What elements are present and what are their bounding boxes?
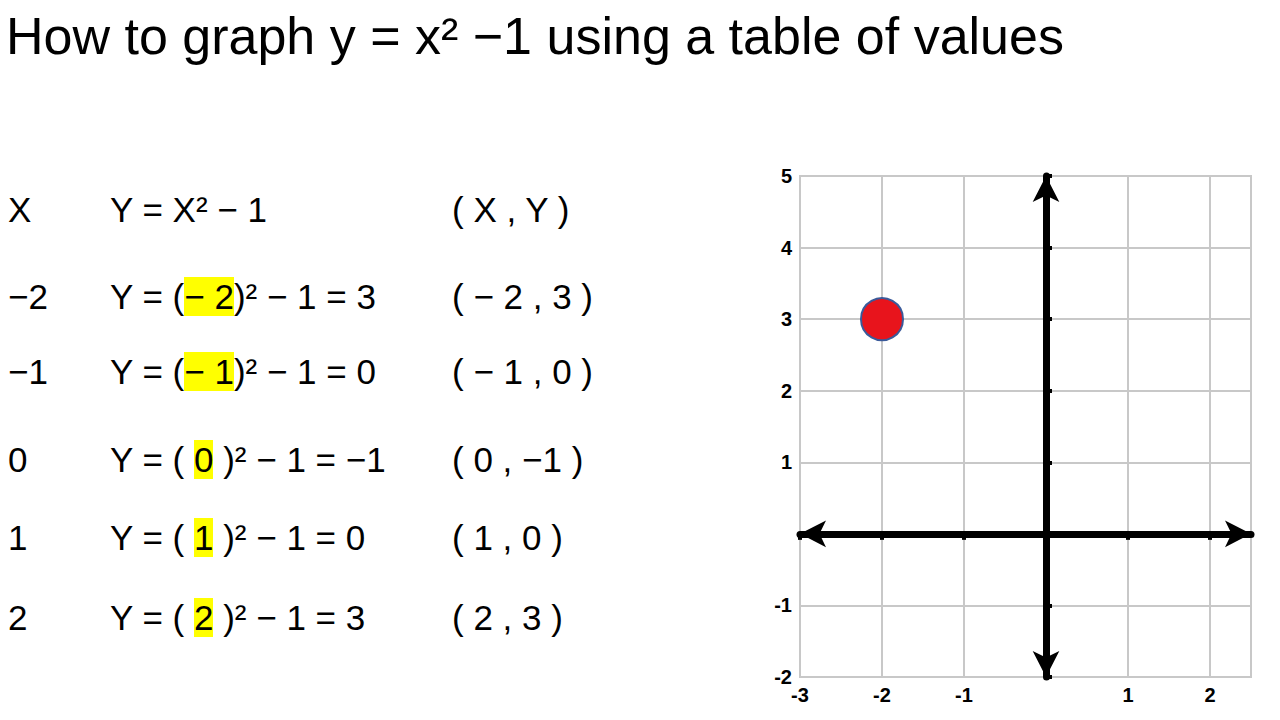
html-text:−1: −1 (8, 352, 48, 391)
svg-text:-3: -3 (791, 684, 809, 706)
html-text:2: 2 (8, 598, 28, 637)
html-text:( X , Y ): ( X , Y ) (452, 190, 570, 229)
svg-text:5: 5 (781, 165, 792, 187)
svg-text:1: 1 (781, 451, 792, 473)
svg-text:-1: -1 (774, 594, 792, 616)
html-text:0: 0 (8, 440, 28, 479)
svg-text:2: 2 (1204, 684, 1215, 706)
html-text:Y = (1)² − 1 = 0: Y = (1)² − 1 = 0 (110, 518, 366, 557)
html-text:( 2 , 3 ): ( 2 , 3 ) (452, 598, 563, 637)
html-text:Y = (− 2)² − 1 = 3: Y = (− 2)² − 1 = 3 (110, 277, 376, 316)
svg-text:4: 4 (781, 237, 793, 259)
svg-text:3: 3 (781, 308, 792, 330)
html-text:( 0 , −1 ): ( 0 , −1 ) (452, 440, 584, 479)
html-text:Y = X² − 1: Y = X² − 1 (110, 190, 267, 229)
svg-text:-2: -2 (774, 666, 792, 688)
svg-text:-2: -2 (873, 684, 891, 706)
html-text:Y = (2)² − 1 = 3: Y = (2)² − 1 = 3 (110, 598, 366, 637)
html-text:X: X (8, 190, 32, 229)
svg-text:1: 1 (1122, 684, 1133, 706)
html-text:1: 1 (8, 518, 28, 557)
html-text:Y = (− 1)² − 1 = 0: Y = (− 1)² − 1 = 0 (110, 352, 376, 391)
html-text:Y = (0)² − 1 = −1: Y = (0)² − 1 = −1 (110, 440, 386, 479)
html-text:( − 2 , 3 ): ( − 2 , 3 ) (452, 277, 593, 316)
html-text:( − 1 , 0 ): ( − 1 , 0 ) (452, 352, 593, 391)
html-text:How to graph y = x² −1 using a: How to graph y = x² −1 using a table of … (6, 7, 1064, 65)
html-text:−2: −2 (8, 277, 48, 316)
svg-text:2: 2 (781, 380, 792, 402)
svg-text:-1: -1 (955, 684, 973, 706)
html-text:( 1 , 0 ): ( 1 , 0 ) (452, 518, 563, 557)
